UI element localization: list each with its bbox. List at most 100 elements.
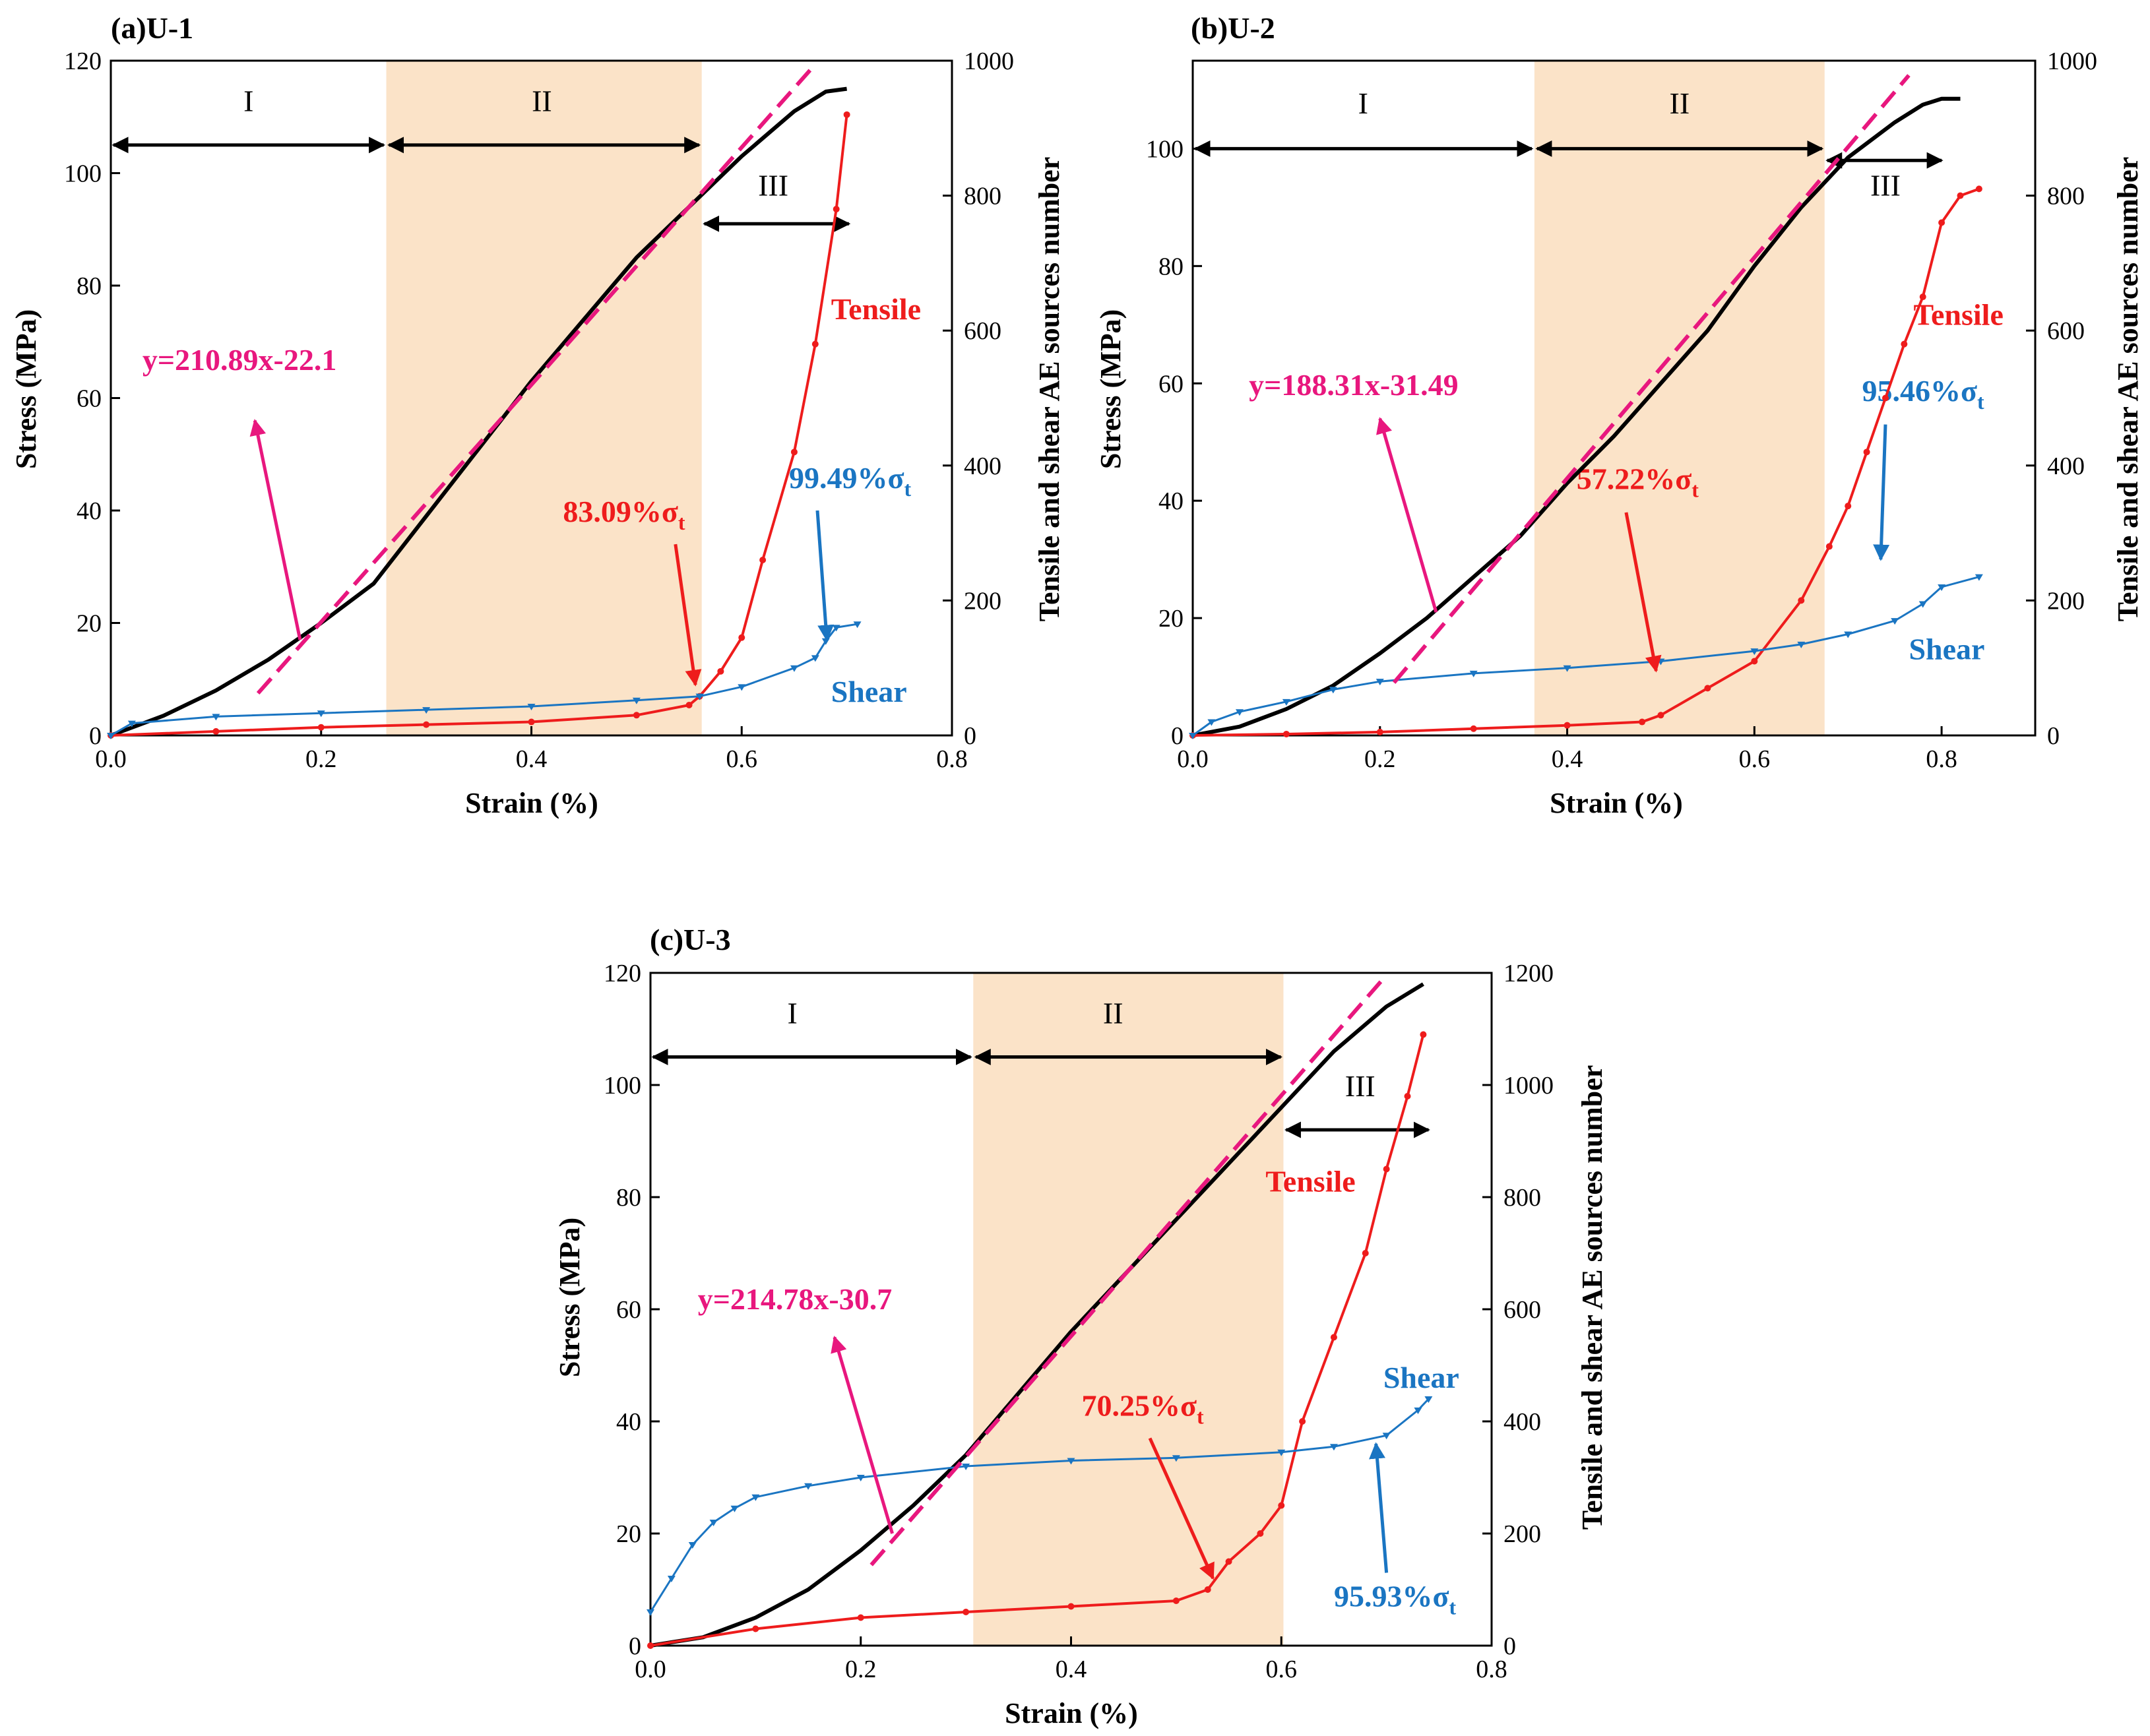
tensile-marker <box>1564 722 1571 729</box>
tensile-percent-arrow <box>1624 512 1662 673</box>
tensile-marker <box>423 721 430 728</box>
y-tick-label: 80 <box>77 272 102 300</box>
tensile-marker <box>1845 503 1852 510</box>
y-tick-label: 100 <box>604 1072 641 1100</box>
tensile-percent-arrow <box>1148 1437 1215 1580</box>
tensile-marker <box>752 1625 759 1632</box>
shear-percent-sub: t <box>1977 390 1984 414</box>
x-tick-label: 0.0 <box>95 745 127 773</box>
shear-marker <box>738 684 746 691</box>
tensile-marker <box>1282 730 1290 737</box>
y-tick-label: 0 <box>629 1632 641 1660</box>
plot-background-layer <box>110 59 953 737</box>
stage-ii-band <box>1534 61 1825 735</box>
x-tick-label: 0.6 <box>726 745 758 773</box>
shear-marker <box>1844 631 1852 638</box>
y2-tick-label: 0 <box>1503 1632 1516 1660</box>
y-tick-label: 40 <box>77 497 102 525</box>
stage-label: III <box>1345 1069 1375 1103</box>
fit-equation-label: y=214.78x-30.7 <box>698 1282 893 1316</box>
y2-tick-label: 200 <box>1503 1520 1541 1548</box>
y-tick-label: 120 <box>64 47 102 75</box>
tensile-marker <box>738 634 745 641</box>
tensile-percent-sub: t <box>1197 1405 1204 1429</box>
y-axis-label: Stress (MPa) <box>10 309 42 469</box>
chart-panel-u2: (b)U-2 Strain (%) Stress (MPa) Tensile a… <box>1094 11 2144 819</box>
shear-marker <box>790 665 798 672</box>
stage-ii-band <box>973 973 1284 1646</box>
tensile-marker <box>717 667 724 675</box>
shear-percent-label: 95.93%σt <box>1334 1580 1457 1619</box>
fit-arrow <box>1376 417 1438 613</box>
y-tick-label: 40 <box>616 1408 641 1436</box>
stress-curve <box>650 982 1424 1648</box>
y-tick-label: 20 <box>77 610 102 638</box>
y2-tick-label: 600 <box>964 317 1001 345</box>
tensile-marker <box>811 340 819 348</box>
stage-label: I <box>787 997 797 1030</box>
tensile-marker <box>759 557 767 564</box>
tensile-marker <box>1278 1502 1285 1509</box>
shear-marker <box>1938 584 1946 591</box>
y2-tick-label: 400 <box>964 452 1001 480</box>
tensile-series-label: Tensile <box>1914 297 2004 331</box>
tensile-percent-arrow <box>674 543 702 687</box>
y-tick-label: 80 <box>616 1184 641 1212</box>
shear-marker <box>212 714 220 721</box>
shear-ae-curve <box>110 623 858 737</box>
tensile-percent-label: 57.22%σt <box>1577 462 1699 501</box>
shear-marker <box>1189 733 1197 739</box>
shear-marker <box>695 693 704 700</box>
y2-tick-label: 1000 <box>2047 47 2097 75</box>
tensile-marker <box>790 449 798 456</box>
shear-percent-arrow <box>1873 424 1890 561</box>
x-tick-label: 0.4 <box>516 745 548 773</box>
plot-frame <box>1191 59 2037 737</box>
panel-title: (b)U-2 <box>1191 11 1275 45</box>
shear-marker <box>1172 1455 1180 1462</box>
shear-percent-sub: t <box>904 477 912 501</box>
fit-arrow <box>249 419 302 640</box>
shear-percent-label: 95.46%σt <box>1862 374 1985 414</box>
shear-marker <box>1282 698 1290 706</box>
shear-percent-main: 95.93%σ <box>1334 1580 1449 1613</box>
shear-marker <box>962 1464 970 1470</box>
stage-label: III <box>758 169 788 202</box>
tensile-marker <box>1204 1586 1211 1593</box>
tensile-marker <box>1919 294 1926 301</box>
shear-percent-main: 99.49%σ <box>789 461 904 495</box>
shear-marker <box>107 733 115 739</box>
shear-marker <box>1329 687 1337 694</box>
tensile-marker <box>633 712 640 719</box>
tensile-marker <box>1299 1418 1306 1425</box>
stress-curve <box>110 86 848 737</box>
tensile-marker <box>1938 219 1945 226</box>
shear-percent-sub: t <box>1449 1596 1456 1619</box>
tensile-marker <box>1825 543 1833 550</box>
shear-marker <box>647 1609 654 1616</box>
x-tick-label: 0.2 <box>305 745 337 773</box>
shear-series-label: Shear <box>831 675 907 708</box>
tensile-percent-main: 70.25%σ <box>1081 1389 1197 1423</box>
panel-title: (c)U-3 <box>650 923 731 956</box>
shear-marker <box>1469 670 1478 677</box>
shear-series-label: Shear <box>1383 1361 1459 1394</box>
y2-tick-label: 1000 <box>964 47 1014 75</box>
x-axis-label: Strain (%) <box>465 787 598 819</box>
y2-tick-label: 600 <box>2047 317 2085 345</box>
tensile-marker <box>843 111 850 118</box>
tensile-marker <box>1704 685 1711 692</box>
tensile-marker <box>1067 1603 1075 1610</box>
tensile-marker <box>1420 1031 1427 1038</box>
shear-marker <box>127 720 136 728</box>
tensile-percent-main: 83.09%σ <box>563 495 678 528</box>
shear-marker <box>317 710 325 718</box>
shear-marker <box>804 1483 813 1490</box>
shear-marker <box>1918 601 1927 608</box>
shear-percent-arrow <box>1369 1442 1389 1573</box>
tensile-marker <box>1881 394 1889 402</box>
y-tick-label: 80 <box>1158 253 1184 280</box>
tensile-marker <box>1362 1250 1369 1256</box>
shear-marker <box>751 1494 760 1501</box>
shear-marker <box>730 1505 739 1512</box>
